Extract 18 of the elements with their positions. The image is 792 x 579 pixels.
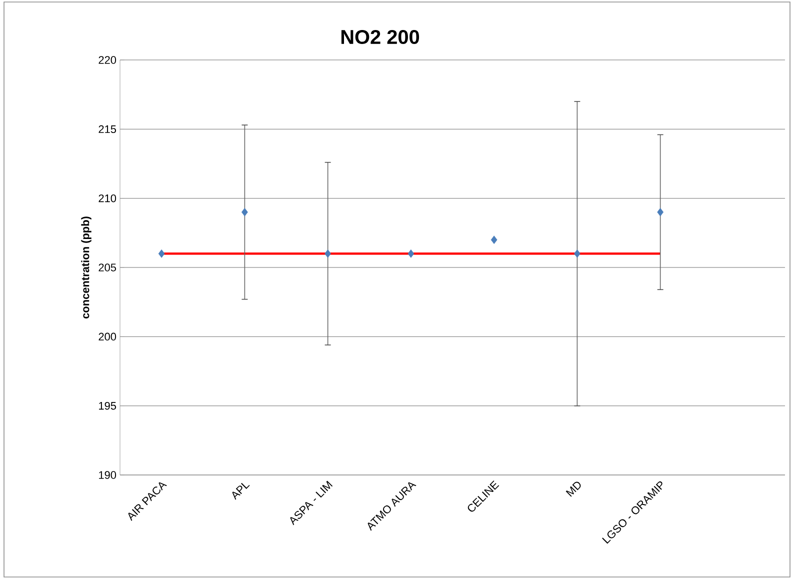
point [490,236,498,244]
point [324,249,332,258]
point [657,208,664,216]
y-tick-label: 220 [98,56,116,64]
y-tick-label: 210 [98,194,116,202]
y-tick-label: 215 [98,125,116,134]
x-tick-label: MD [566,482,581,497]
chart-title: NO2 200 [341,30,420,44]
point [158,249,165,258]
y-axis-title: concentration (ppb) [81,216,92,319]
point [408,249,414,258]
point [242,208,248,216]
y-tick-label: 190 [99,471,116,479]
y-tick-label: 205 [98,264,116,272]
point [574,249,580,258]
y-tick-label: 195 [99,402,116,410]
x-tick-label: APL [232,482,250,500]
y-tick-label: 200 [98,332,116,341]
